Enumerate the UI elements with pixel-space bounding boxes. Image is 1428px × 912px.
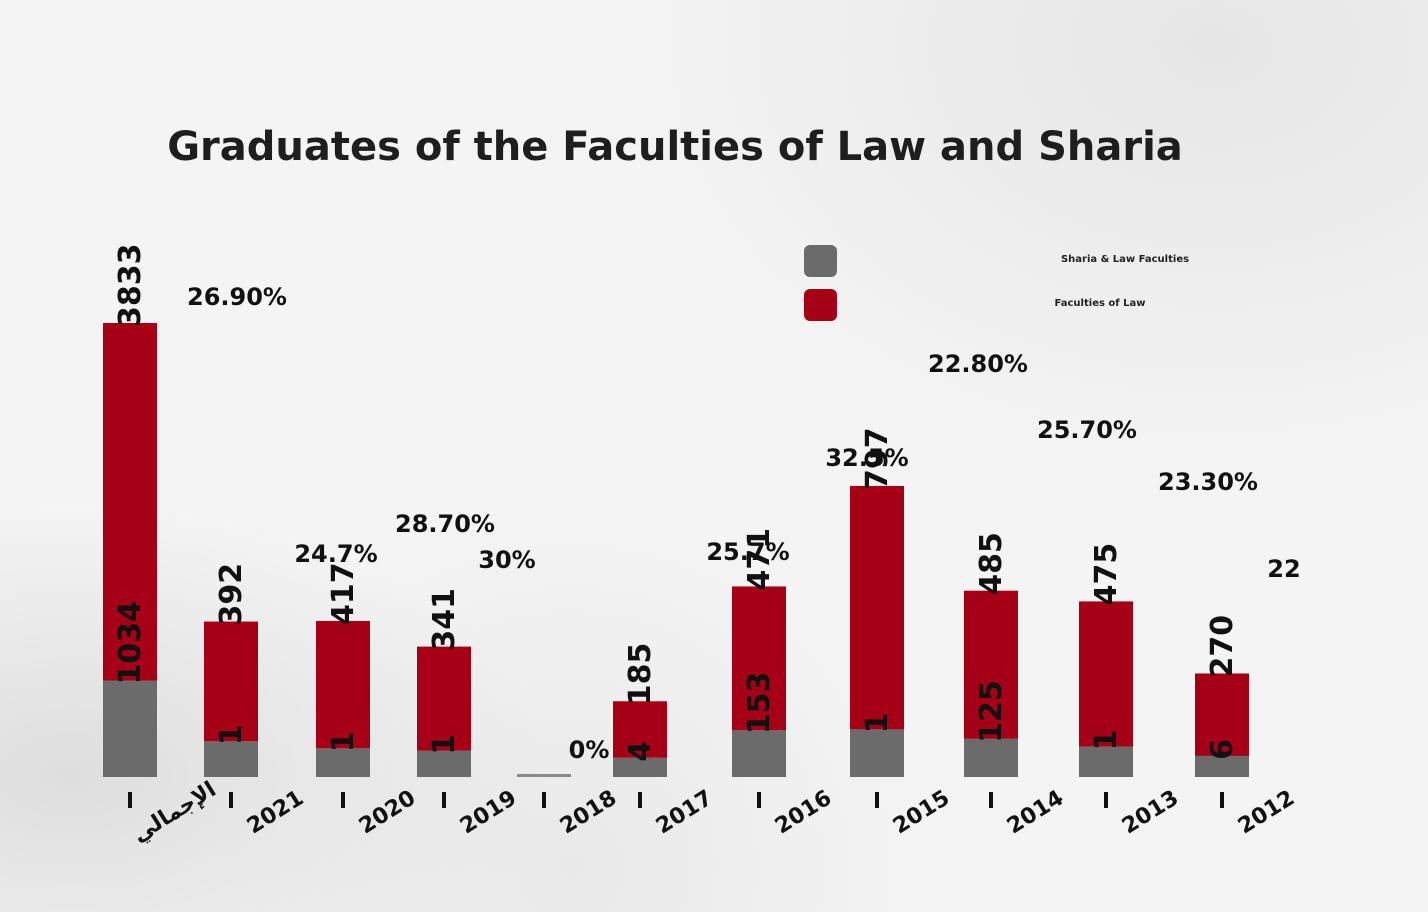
- bar-law: [964, 590, 1018, 739]
- percentage-label: 22: [1267, 555, 1300, 583]
- x-tick: [1220, 792, 1224, 808]
- bar-sharia-law: [417, 750, 471, 777]
- data-label-law: 341: [427, 588, 462, 651]
- x-tick-label: 2015: [889, 786, 954, 840]
- x-tick-label: 2018: [556, 786, 621, 840]
- percentage-label: 26.90%: [187, 283, 287, 311]
- data-label-sharia-law: 6: [1205, 739, 1240, 760]
- x-tick-label: 2021: [243, 786, 308, 840]
- data-label-law: 392: [214, 563, 249, 626]
- x-tick-label: 2016: [771, 786, 836, 840]
- data-label-law: 485: [974, 532, 1009, 595]
- percentage-label: 28.70%: [395, 510, 495, 538]
- legend-label: Sharia & Law Faculties: [1061, 254, 1189, 265]
- x-tick-label: 2013: [1118, 786, 1183, 840]
- legend: Sharia & Law Faculties Faculties of Law: [804, 245, 1189, 321]
- x-tick: [442, 792, 446, 808]
- data-label-sharia-law: 1: [1089, 730, 1124, 751]
- x-tick: [229, 792, 233, 808]
- bar-sharia-law: [103, 680, 157, 777]
- data-label-law: 797: [860, 427, 895, 490]
- bar-law: [1079, 601, 1133, 747]
- percentage-label: 22.80%: [928, 350, 1028, 378]
- x-tick-label: 2014: [1003, 786, 1068, 840]
- data-label-law: 475: [1089, 543, 1124, 606]
- percentage-label: 25.70%: [1037, 416, 1137, 444]
- bar-sharia-law: [732, 730, 786, 777]
- x-tick-label: 2017: [652, 786, 717, 840]
- bar-sharia-law: [204, 741, 258, 777]
- percentage-label: 0%: [569, 736, 610, 764]
- bar-law: [103, 323, 157, 681]
- bar-law: [1195, 673, 1249, 756]
- x-tick-label: 2012: [1234, 786, 1299, 840]
- x-tick: [128, 792, 132, 808]
- x-tick: [875, 792, 879, 808]
- data-label-sharia-law: 1: [427, 734, 462, 755]
- bar-law: [417, 646, 471, 751]
- legend-swatch: [804, 289, 837, 321]
- bar-sharia-law: [316, 748, 370, 777]
- x-tick: [341, 792, 345, 808]
- x-tick: [1104, 792, 1108, 808]
- bar-empty: [517, 774, 571, 777]
- data-label-sharia-law: 1034: [113, 601, 148, 685]
- bar-law: [204, 621, 258, 742]
- value-labels: 1034 3833 26.90% 1 392 24.7% 1 417 28.70% 1 341 30%…: [113, 244, 1301, 765]
- bar-sharia-law: [1079, 746, 1133, 777]
- data-label-sharia-law: 1: [860, 712, 895, 733]
- x-tick: [757, 792, 761, 808]
- x-tick-label: 2019: [456, 786, 521, 840]
- data-label-sharia-law: 153: [742, 672, 777, 735]
- legend-label: Faculties of Law: [1055, 298, 1146, 309]
- data-label-law: 185: [623, 643, 658, 706]
- bars: [103, 323, 1249, 777]
- x-tick: [989, 792, 993, 808]
- x-tick: [542, 792, 546, 808]
- bar-law: [316, 620, 370, 749]
- bar-sharia-law: [613, 757, 667, 777]
- x-axis: الإجمالي 2021 2020 2019 2018 2017 2016 2015 2014…: [128, 777, 1299, 848]
- x-tick-label: 2020: [355, 786, 420, 840]
- percentage-label: 24.7%: [294, 540, 377, 568]
- data-label-sharia-law: 4: [623, 741, 658, 762]
- bar-sharia-law: [1195, 755, 1249, 777]
- data-label-law: 471: [742, 528, 777, 591]
- percentage-label: 30%: [478, 546, 535, 574]
- data-label-sharia-law: 1: [326, 731, 361, 752]
- bar-law: [850, 485, 904, 730]
- x-tick-label: الإجمالي: [128, 777, 220, 848]
- data-label-law: 270: [1205, 615, 1240, 678]
- chart-title: Graduates of the Faculties of Law and Sh…: [167, 124, 1183, 170]
- bar-law: [732, 586, 786, 731]
- bar-law: [613, 701, 667, 758]
- bar-sharia-law: [964, 738, 1018, 777]
- bar-sharia-law: [850, 729, 904, 777]
- legend-swatch: [804, 245, 837, 277]
- percentage-label: 32.5%: [825, 444, 908, 472]
- data-label-sharia-law: 125: [974, 680, 1009, 743]
- data-label-law: 3833: [113, 244, 148, 328]
- data-label-law: 417: [326, 562, 361, 625]
- percentage-label: 25.7%: [706, 538, 789, 566]
- data-label-sharia-law: 1: [214, 724, 249, 745]
- x-tick: [638, 792, 642, 808]
- percentage-label: 23.30%: [1158, 468, 1258, 496]
